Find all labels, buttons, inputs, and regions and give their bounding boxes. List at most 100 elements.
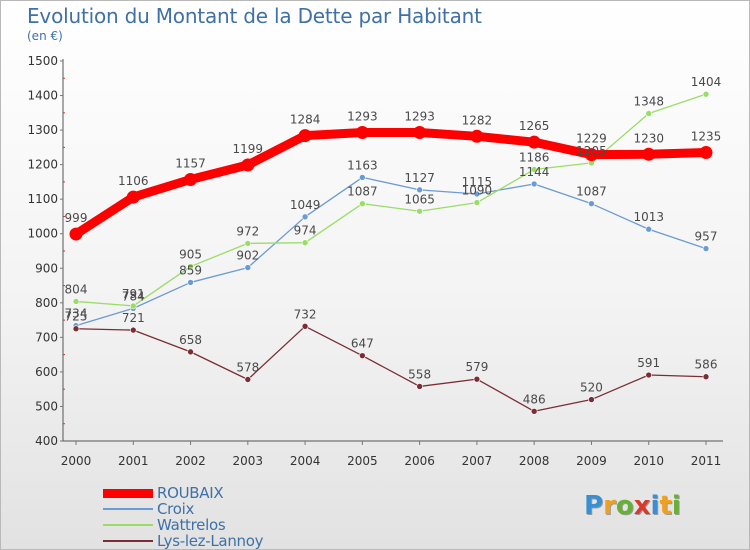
series-line-lys-lez-lannoy (75, 325, 707, 412)
series-line-croix (75, 176, 707, 327)
y-tick-label: 1000 (27, 227, 58, 241)
data-label-croix: 1115 (462, 175, 493, 189)
y-axis-unit-label: (en €) (27, 29, 63, 43)
data-label-roubaix: 999 (65, 211, 88, 225)
data-point-wattrelos (530, 166, 538, 173)
legend-swatch-roubaix (103, 488, 153, 498)
x-tick-label: 2010 (633, 454, 664, 468)
series-roubaix (69, 126, 713, 241)
y-tick-label: 900 (35, 261, 58, 275)
logo-letter: i (650, 491, 660, 521)
axes: 400 500 600 700 800 900 1000 1100 1200 1300 1400 15… (27, 54, 723, 468)
data-point-roubaix (413, 126, 427, 140)
data-point-wattrelos (72, 298, 80, 305)
x-tick-label: 2011 (691, 454, 722, 468)
data-point-roubaix (642, 147, 656, 161)
series-layer (69, 90, 713, 415)
data-label-wattrelos: 1348 (633, 95, 664, 109)
data-label-croix: 1144 (519, 165, 550, 179)
data-label-croix: 859 (179, 263, 202, 277)
x-tick-label: 2005 (347, 454, 378, 468)
x-tick-label: 2004 (290, 454, 321, 468)
logo-letter: o (615, 491, 634, 521)
data-label-lys-lez-lannoy: 579 (465, 360, 488, 374)
data-label-wattrelos: 974 (294, 224, 317, 238)
data-point-lys-lez-lannoy (702, 373, 710, 381)
logo-letter: r (603, 491, 616, 521)
data-label-roubaix: 1157 (175, 156, 206, 170)
y-tick-label: 400 (35, 434, 58, 448)
data-point-roubaix (69, 227, 83, 241)
data-label-roubaix: 1293 (404, 110, 435, 124)
chart-title: Evolution du Montant de la Dette par Hab… (27, 4, 482, 28)
data-label-lys-lez-lannoy: 725 (65, 310, 88, 324)
data-point-roubaix (184, 172, 198, 186)
x-tick-label: 2000 (61, 454, 92, 468)
logo-letter: P (584, 491, 604, 521)
data-label-lys-lez-lannoy: 558 (408, 367, 431, 381)
data-label-lys-lez-lannoy: 732 (294, 307, 317, 321)
data-label-wattrelos: 905 (179, 248, 202, 262)
legend-swatch-lys-lez-lannoy (103, 540, 153, 542)
legend-label-croix: Croix (157, 500, 195, 518)
data-point-lys-lez-lannoy (530, 407, 538, 415)
data-point-lys-lez-lannoy (588, 396, 595, 403)
data-label-wattrelos: 1065 (404, 192, 435, 206)
data-label-croix: 734 (65, 307, 88, 321)
data-label-wattrelos: 804 (65, 282, 88, 296)
y-tick-label: 700 (35, 330, 58, 344)
data-point-wattrelos (473, 199, 481, 206)
data-point-croix (244, 264, 252, 271)
legend-label-wattrelos: Wattrelos (157, 516, 226, 534)
data-label-wattrelos: 1186 (519, 150, 550, 164)
data-label-lys-lez-lannoy: 486 (523, 392, 546, 406)
x-tick-label: 2007 (462, 454, 493, 468)
data-point-lys-lez-lannoy (416, 383, 423, 390)
logo-letter: i (671, 491, 681, 521)
data-label-croix: 1163 (347, 158, 378, 172)
y-tick-label: 500 (35, 399, 58, 413)
data-point-wattrelos (702, 90, 710, 98)
data-label-lys-lez-lannoy: 647 (351, 337, 374, 351)
data-point-croix (530, 180, 538, 188)
y-tick-label: 800 (35, 296, 58, 310)
data-point-lys-lez-lannoy (473, 375, 481, 383)
data-point-croix (301, 213, 309, 221)
data-point-croix (588, 200, 595, 207)
x-tick-label: 2009 (576, 454, 607, 468)
data-point-lys-lez-lannoy (301, 323, 309, 330)
data-point-roubaix (527, 135, 541, 149)
data-label-croix: 1087 (576, 185, 607, 199)
series-line-roubaix (71, 128, 711, 239)
data-label-roubaix: 1293 (347, 110, 378, 124)
data-point-roubaix (470, 129, 484, 143)
data-label-wattrelos: 1205 (576, 144, 607, 158)
series-line-wattrelos (75, 93, 707, 307)
y-tick-label: 1300 (27, 123, 58, 137)
data-point-lys-lez-lannoy (129, 326, 137, 334)
x-tick-label: 2002 (175, 454, 206, 468)
data-point-roubaix (241, 158, 255, 172)
data-point-lys-lez-lannoy (645, 371, 653, 379)
data-point-roubaix (355, 126, 369, 140)
legend-swatch-croix (103, 508, 153, 510)
data-label-lys-lez-lannoy: 520 (580, 381, 603, 395)
y-tick-label: 1100 (27, 192, 58, 206)
data-label-lys-lez-lannoy: 721 (122, 311, 145, 325)
x-tick-label: 2001 (118, 454, 149, 468)
legend-label-lys-lez-lannoy: Lys-lez-Lannoy (157, 532, 264, 550)
logo-letter: x (633, 491, 651, 521)
legend-swatch-wattrelos (103, 524, 153, 526)
proxiti-logo: Proxiti (584, 491, 681, 521)
data-label-wattrelos: 1404 (691, 75, 722, 89)
data-point-lys-lez-lannoy (244, 376, 252, 383)
data-point-wattrelos (416, 207, 423, 215)
series-croix (72, 174, 710, 329)
y-tick-label: 1200 (27, 158, 58, 172)
data-label-roubaix: 1106 (118, 174, 149, 188)
data-label-roubaix: 1235 (691, 130, 722, 144)
legend-label-roubaix: ROUBAIX (157, 484, 224, 502)
data-label-roubaix: 1199 (233, 142, 264, 156)
data-label-wattrelos: 972 (236, 224, 259, 238)
